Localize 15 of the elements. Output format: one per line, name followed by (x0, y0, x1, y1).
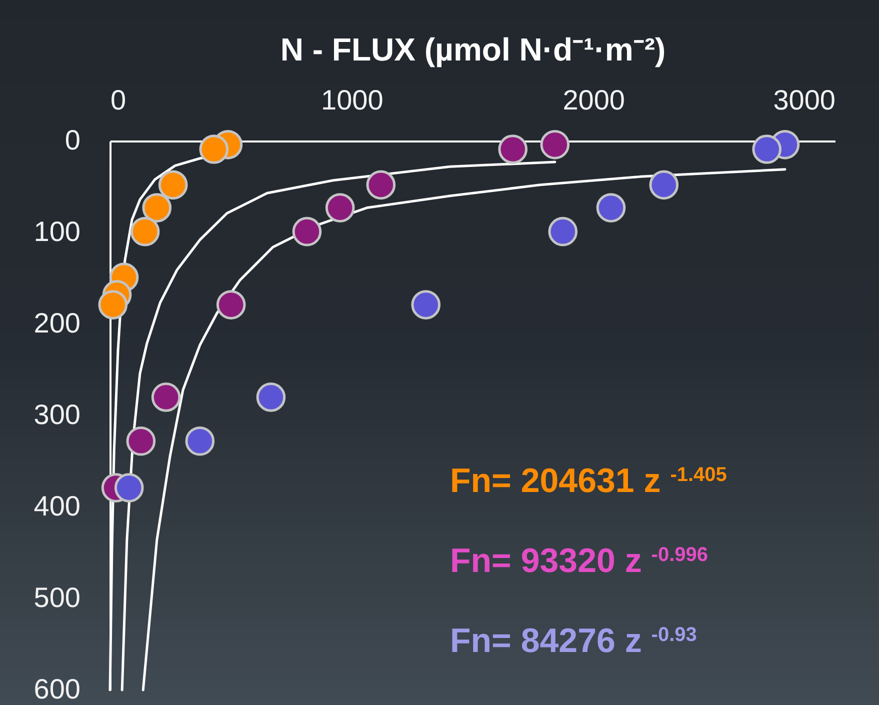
annotation: Fn= 84276 z $^{-0.93}$ (450, 622, 697, 661)
annotation: Fn= 93320 z $^{-0.996}$ (450, 542, 708, 581)
y-tick-label: 200 (34, 308, 80, 338)
y-tick-label: 100 (34, 216, 80, 247)
y-tick-label: 400 (34, 490, 80, 522)
y-tick-label: 0 (64, 124, 80, 156)
x-tick-label: 0 (110, 84, 126, 116)
y-tick-label: 300 (34, 399, 80, 430)
x-tick-label: 1000 (321, 84, 384, 116)
y-tick-label: 500 (34, 582, 80, 613)
annotation: Fn= 204631 z $^{-1.405}$ (450, 462, 727, 501)
x-tick-label: 3000 (773, 84, 836, 116)
x-axis-title: N - FLUX (µmol N·d⁻¹·m⁻²) (280, 32, 666, 68)
x-tick-label: 2000 (562, 84, 625, 116)
y-tick-label: 600 (34, 674, 80, 704)
